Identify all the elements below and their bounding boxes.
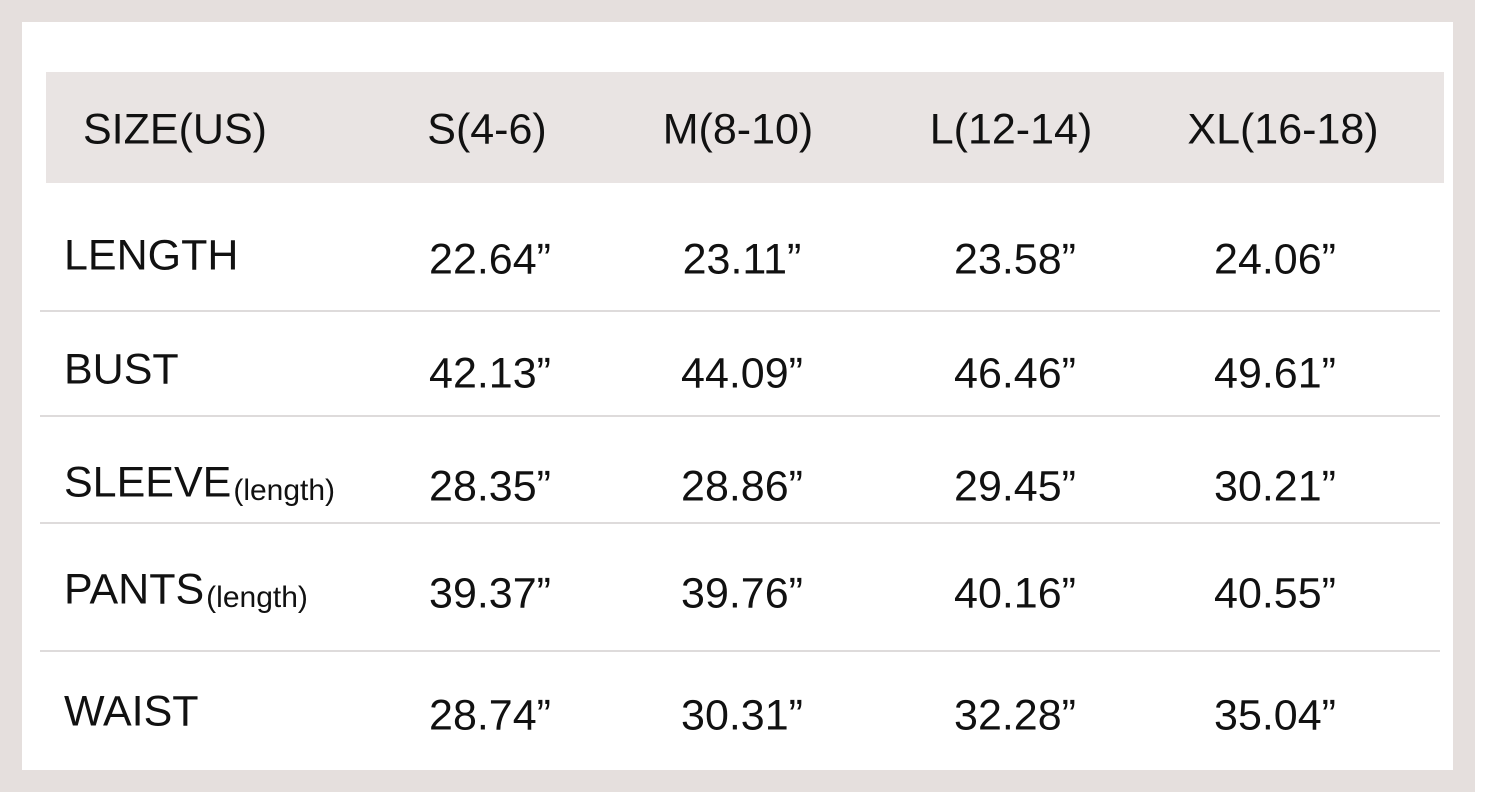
cell: 32.28” <box>954 691 1076 740</box>
header-cell: S(4-6) <box>427 105 547 154</box>
cell: 30.31” <box>681 691 803 740</box>
cell: 49.61” <box>1214 349 1336 398</box>
header-cell: L(12-14) <box>929 105 1093 154</box>
cell: 28.35” <box>429 462 551 511</box>
header-row <box>46 72 1444 183</box>
cell: 40.16” <box>954 569 1076 618</box>
cell: 44.09” <box>681 349 803 398</box>
cell: 29.45” <box>954 462 1076 511</box>
cell: 24.06” <box>1214 235 1336 284</box>
cell: 42.13” <box>429 349 551 398</box>
cell: 30.21” <box>1214 462 1336 511</box>
row-divider <box>40 310 1440 312</box>
cell: 39.76” <box>681 569 803 618</box>
row-divider <box>40 650 1440 652</box>
cell: 46.46” <box>954 349 1076 398</box>
cell: 28.74” <box>429 691 551 740</box>
row-label: PANTS <box>64 565 205 614</box>
row-label: SLEEVE <box>64 458 232 507</box>
row-divider <box>40 522 1440 524</box>
row-label-note: (length) <box>233 474 336 507</box>
cell: 23.58” <box>954 235 1076 284</box>
cell: 35.04” <box>1214 691 1336 740</box>
cell: 40.55” <box>1214 569 1336 618</box>
cell: 39.37” <box>429 569 551 618</box>
row-label: LENGTH <box>64 231 239 280</box>
cell: 22.64” <box>429 235 551 284</box>
row-divider <box>40 415 1440 417</box>
row-label-note: (length) <box>206 581 308 614</box>
cell: 28.86” <box>681 462 803 511</box>
cell: 23.11” <box>682 235 802 284</box>
row-label: WAIST <box>64 687 199 736</box>
header-cell: SIZE(US) <box>83 105 267 154</box>
header-cell: M(8-10) <box>662 105 814 154</box>
header-cell: XL(16-18) <box>1187 105 1379 154</box>
row-label: BUST <box>64 345 179 394</box>
